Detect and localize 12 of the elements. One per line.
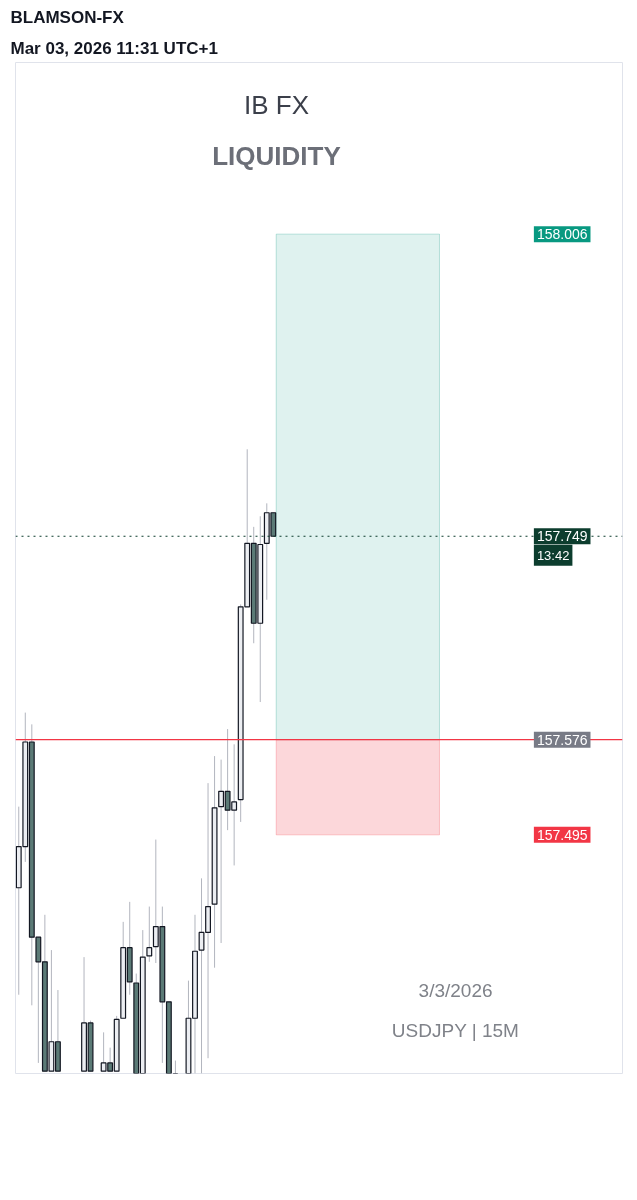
- annotation: 13:42: [536, 547, 570, 563]
- text: BLAMSON-FX: [10, 7, 125, 27]
- y-tick-label: 157.495: [536, 826, 588, 843]
- y-tick-label: 157.576: [536, 731, 588, 748]
- annotation: USDJPY | 15M: [391, 1020, 519, 1042]
- y-tick-label: 157.749: [536, 528, 588, 545]
- text: Mar 03, 2026 11:31 UTC+1: [10, 38, 218, 58]
- annotation: 3/3/2026: [418, 980, 493, 1002]
- y-tick-label: 158.006: [536, 226, 588, 243]
- candlestick: [146, 906, 153, 963]
- text: LIQUIDITY: [212, 141, 341, 172]
- text: IB FX: [244, 90, 310, 121]
